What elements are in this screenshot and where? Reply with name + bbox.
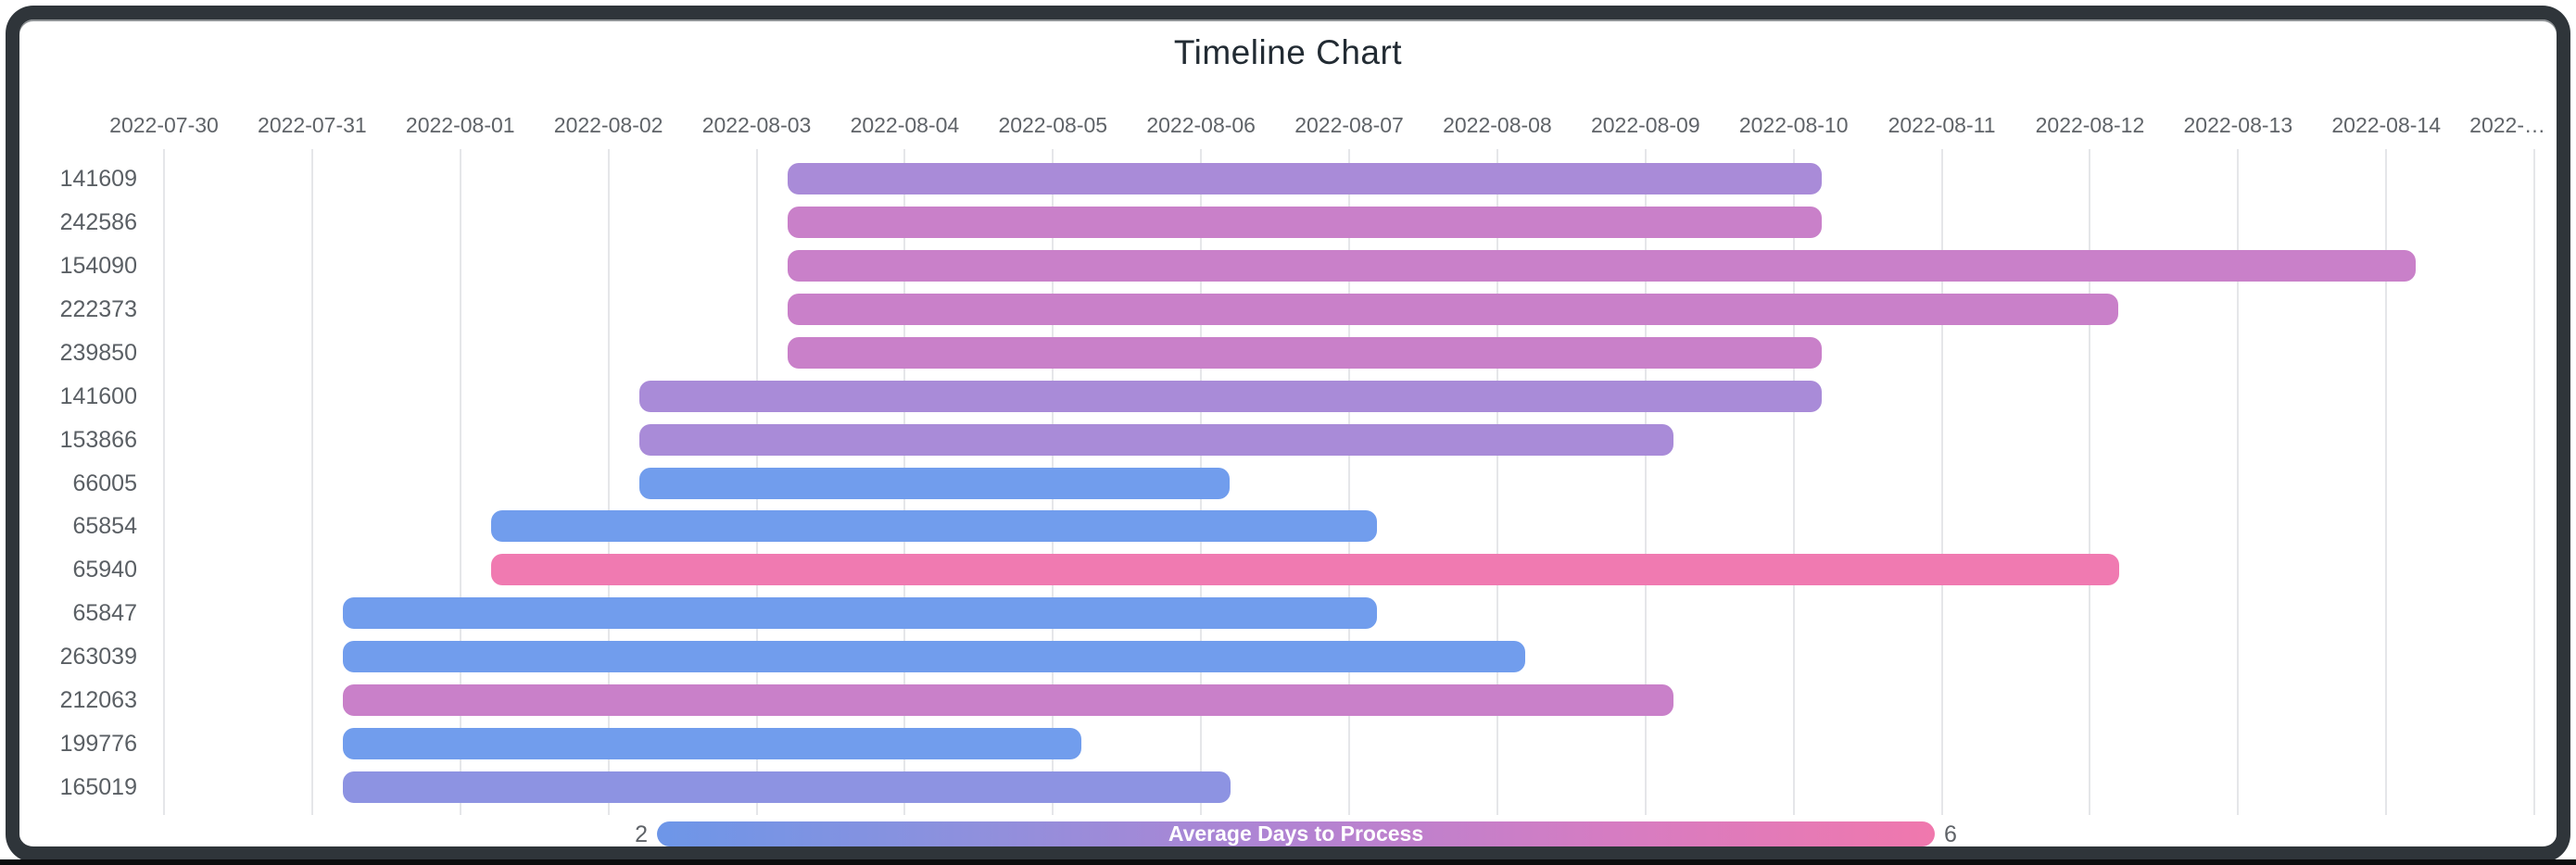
timeline-bar[interactable] — [639, 467, 1230, 499]
y-axis-row-label: 153866 — [59, 426, 137, 453]
timeline-bar[interactable] — [343, 597, 1378, 630]
y-axis-row-label: 154090 — [59, 252, 137, 279]
x-axis-tick-label: 2022-08-10 — [1738, 113, 1849, 137]
y-axis-row-label: 141600 — [59, 382, 137, 409]
y-axis-row-label: 239850 — [59, 339, 137, 366]
timeline-bar[interactable] — [788, 163, 1823, 194]
x-axis-tick-label: 2022-08-08 — [1443, 113, 1552, 137]
gridline — [163, 149, 165, 815]
x-axis-tick-label: 2022-07-31 — [258, 113, 367, 137]
x-axis-tick-label: 2022-08-12 — [2035, 113, 2145, 137]
x-axis-tick-label: 2022-08-04 — [850, 113, 960, 137]
y-axis-row-label: 141609 — [59, 166, 137, 192]
gridline — [1496, 149, 1498, 815]
x-axis-tick-label: 2022-08-07 — [1294, 113, 1404, 137]
timeline-bar[interactable] — [491, 510, 1378, 543]
x-axis-tick-label: 2022-08-06 — [1146, 113, 1256, 137]
x-axis-tick-label: 2022-08-13 — [2183, 113, 2293, 137]
x-axis-tick-label: 2022-08-03 — [701, 113, 812, 137]
legend-min-label: 2 — [635, 821, 648, 847]
timeline-bar[interactable] — [343, 771, 1231, 804]
gridline — [2533, 149, 2536, 815]
x-axis-tick-label: 2022-07-30 — [109, 113, 219, 137]
gridline — [2237, 149, 2240, 815]
x-axis-tick-label: 2022-08-09 — [1590, 113, 1700, 137]
x-axis-tick-label: 2022-… — [2469, 113, 2545, 137]
gridline — [2385, 149, 2388, 815]
legend-max-label: 6 — [1944, 821, 1957, 847]
y-axis-row-label: 65854 — [72, 513, 137, 540]
gridline — [1792, 149, 1795, 815]
y-axis-row-label: 242586 — [59, 208, 137, 235]
timeline-bar[interactable] — [788, 249, 2417, 282]
y-axis-row-label: 165019 — [59, 774, 137, 801]
timeline-bar[interactable] — [788, 293, 2118, 325]
timeline-bar[interactable] — [343, 641, 1526, 673]
timeline-bar[interactable] — [788, 336, 1823, 369]
y-axis-row-label: 66005 — [72, 470, 137, 496]
x-axis-tick-label: 2022-08-11 — [1888, 113, 1996, 137]
y-axis-row-label: 263039 — [59, 644, 137, 671]
gridline — [1348, 149, 1351, 815]
legend-gradient-bar[interactable] — [657, 821, 1935, 846]
y-axis-row-label: 222373 — [59, 295, 137, 322]
screenshot-bottom-edge — [0, 859, 2576, 865]
timeline-bar[interactable] — [343, 728, 1081, 760]
y-axis-row-label: 199776 — [59, 731, 137, 758]
timeline-bar[interactable] — [788, 206, 1823, 238]
x-axis-tick-label: 2022-08-01 — [405, 113, 515, 137]
gridline — [607, 149, 610, 815]
gridline — [2089, 149, 2091, 815]
gridline — [310, 149, 313, 815]
x-axis-tick-label: 2022-08-14 — [2331, 113, 2442, 137]
timeline-bar[interactable] — [639, 423, 1674, 456]
x-axis-tick-label: 2022-08-02 — [553, 113, 663, 137]
chart-title: Timeline Chart — [1173, 33, 1403, 71]
y-axis-row-label: 212063 — [59, 687, 137, 714]
timeline-bar[interactable] — [343, 684, 1674, 717]
x-axis-tick-label: 2022-08-05 — [998, 113, 1108, 137]
timeline-bar[interactable] — [491, 554, 2120, 586]
y-axis-row-label: 65847 — [72, 600, 137, 627]
gridline — [459, 149, 461, 815]
y-axis-row-label: 65940 — [72, 557, 137, 583]
timeline-bar[interactable] — [639, 380, 1823, 412]
gridline — [1940, 149, 1943, 815]
gridline — [1644, 149, 1647, 815]
